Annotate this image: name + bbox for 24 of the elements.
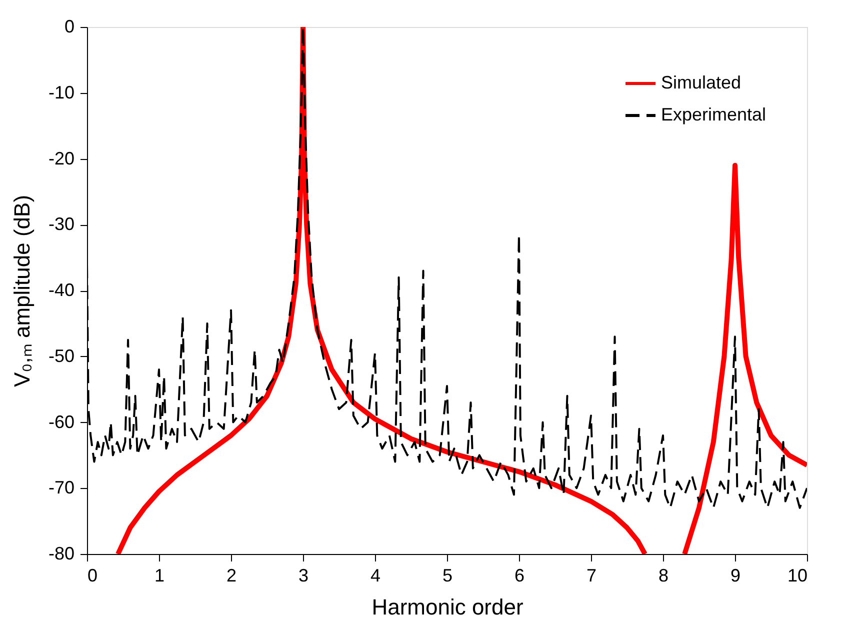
x-tick-label: 4 (370, 566, 381, 586)
y-tick-label: -70 (48, 478, 74, 498)
legend-label: Simulated (661, 72, 742, 92)
x-tick-label: 6 (514, 566, 525, 586)
x-tick-label: 5 (442, 566, 453, 586)
y-tick-label: -60 (48, 412, 74, 432)
x-tick-label: 1 (154, 566, 165, 586)
legend-label: Experimental (661, 104, 766, 124)
x-tick-label: 10 (787, 566, 808, 586)
y-axis-title: V₀,ₘ amplitude (dB) (9, 194, 34, 388)
x-tick-label: 3 (298, 566, 309, 586)
x-tick-label: 7 (586, 566, 597, 586)
y-tick-label: -20 (48, 148, 74, 168)
y-tick-label: -30 (48, 214, 74, 234)
y-tick-label: -80 (48, 544, 74, 564)
x-tick-label: 2 (226, 566, 237, 586)
y-tick-label: -40 (48, 280, 74, 300)
x-axis-title: Harmonic order (372, 594, 524, 620)
y-tick-label: -50 (48, 346, 74, 366)
x-tick-label: 8 (658, 566, 669, 586)
y-tick-label: 0 (64, 16, 74, 36)
x-tick-label: 9 (730, 566, 741, 586)
y-tick-label: -10 (48, 82, 74, 102)
x-tick-label: 0 (88, 566, 98, 586)
